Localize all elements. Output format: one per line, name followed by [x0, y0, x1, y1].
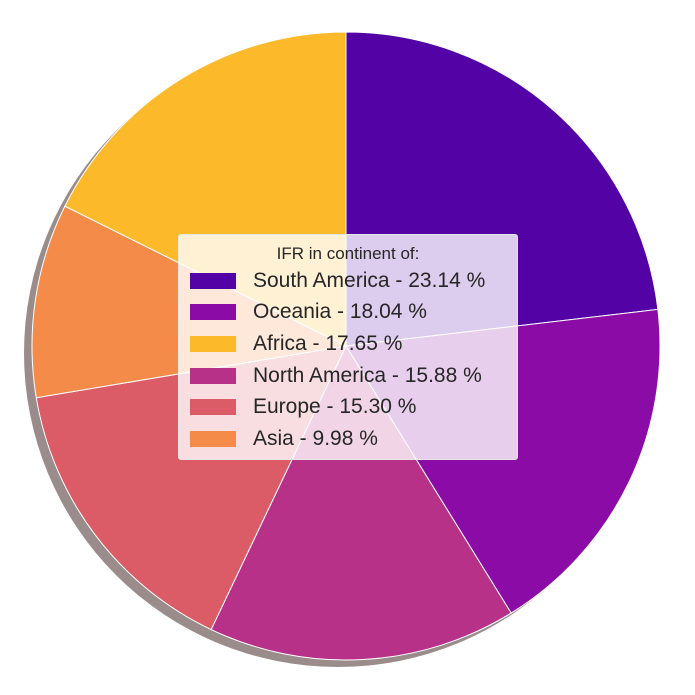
legend: IFR in continent of: South America - 23.…	[178, 234, 518, 460]
legend-swatch	[190, 335, 236, 352]
legend-entry-oceania: Oceania - 18.04 %	[179, 297, 517, 329]
legend-title: IFR in continent of:	[276, 244, 420, 263]
legend-label: South America - 23.14 %	[253, 268, 486, 292]
legend-swatch	[190, 430, 236, 447]
legend-swatch	[190, 399, 236, 416]
legend-entry-north-america: North America - 15.88 %	[179, 360, 517, 392]
pie-slice-north-america	[210, 344, 512, 661]
legend-swatch	[190, 304, 236, 321]
legend-entry-asia: Asia - 9.98 %	[179, 423, 517, 455]
legend-entry-africa: Africa - 17.65 %	[179, 328, 517, 360]
legend-label: Asia - 9.98 %	[253, 426, 378, 450]
legend-entry-south-america: South America - 23.14 %	[179, 265, 517, 297]
legend-label: North America - 15.88 %	[253, 363, 482, 387]
legend-label: Oceania - 18.04 %	[253, 300, 427, 324]
legend-label: Africa - 17.65 %	[253, 331, 403, 355]
legend-swatch	[190, 272, 236, 289]
legend-entry-europe: Europe - 15.30 %	[179, 391, 517, 423]
legend-label: Europe - 15.30 %	[253, 395, 417, 419]
legend-entries: South America - 23.14 % Oceania - 18.04 %…	[179, 265, 517, 455]
legend-swatch	[190, 367, 236, 384]
